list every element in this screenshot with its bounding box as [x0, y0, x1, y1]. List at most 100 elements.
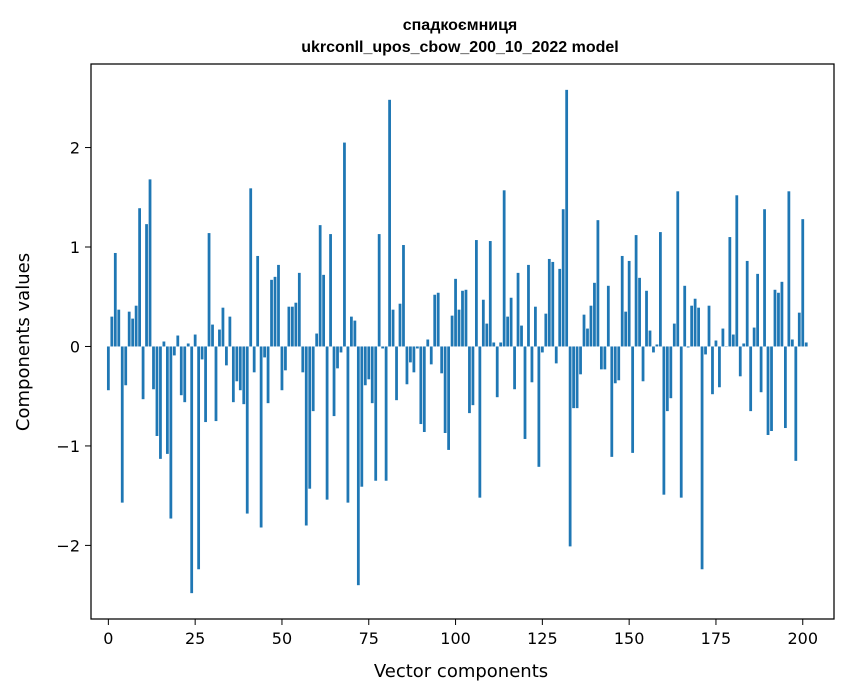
bar-10 — [141, 346, 145, 400]
bar-167 — [686, 346, 690, 348]
bar-11 — [145, 224, 148, 347]
bar-49 — [277, 264, 280, 347]
bar-158 — [655, 344, 659, 347]
bar-21 — [179, 346, 183, 396]
bar-131 — [561, 209, 565, 347]
bar-191 — [770, 346, 773, 432]
bar-163 — [672, 323, 676, 347]
bar-145 — [610, 346, 614, 457]
bar-19 — [172, 346, 176, 356]
axis-ticks: 0 25 50 75 100 125 150 175 200 −2 −1 0 1 2 — [56, 139, 818, 648]
bar-66 — [336, 346, 339, 369]
bar-64 — [329, 234, 332, 347]
bar-68 — [343, 142, 346, 347]
bar-118 — [516, 272, 520, 347]
bar-156 — [648, 330, 652, 347]
bar-83 — [395, 346, 398, 401]
x-tick-label-25: 25 — [185, 629, 205, 648]
bar-4 — [120, 346, 124, 503]
bar-121 — [527, 264, 530, 347]
bar-172 — [704, 346, 707, 355]
bar-169 — [693, 298, 697, 347]
bar-153 — [638, 277, 641, 347]
x-tick-label-0: 0 — [103, 629, 113, 648]
bar-189 — [763, 209, 766, 347]
bar-157 — [652, 346, 655, 353]
bar-67 — [339, 346, 343, 353]
bar-90 — [419, 346, 423, 425]
bar-161 — [665, 346, 669, 412]
bar-98 — [447, 346, 450, 450]
bar-35 — [228, 316, 232, 347]
bar-30 — [211, 324, 214, 347]
bar-22 — [183, 346, 187, 403]
bar-7 — [131, 318, 135, 347]
bar-88 — [412, 346, 416, 373]
bar-148 — [620, 255, 624, 347]
bar-171 — [700, 346, 704, 570]
bar-23 — [186, 343, 190, 347]
bar-94 — [433, 294, 437, 347]
bar-127 — [547, 258, 551, 347]
bar-201 — [804, 342, 808, 347]
bar-8 — [134, 305, 138, 347]
bar-50 — [280, 346, 284, 391]
bar-147 — [617, 346, 621, 381]
bar-140 — [593, 282, 596, 347]
bar-1 — [110, 316, 114, 347]
bar-96 — [440, 346, 444, 374]
bar-170 — [697, 307, 700, 347]
bar-0 — [106, 346, 110, 391]
bar-132 — [565, 89, 569, 347]
x-tick-label-50: 50 — [272, 629, 292, 648]
bar-41 — [249, 188, 253, 347]
bar-183 — [742, 343, 746, 347]
bar-39 — [242, 346, 246, 405]
bar-110 — [488, 241, 492, 347]
bar-36 — [231, 346, 235, 403]
bar-92 — [426, 339, 430, 347]
bar-129 — [554, 346, 558, 364]
bar-28 — [204, 346, 207, 423]
bar-14 — [155, 346, 159, 436]
bar-135 — [575, 346, 579, 409]
bar-138 — [586, 328, 589, 347]
bar-54 — [294, 302, 298, 347]
bar-93 — [429, 346, 433, 365]
bar-32 — [218, 329, 221, 347]
y-tick-label-4: 2 — [70, 139, 80, 158]
bar-164 — [676, 191, 680, 347]
x-axis-label: Vector components — [374, 661, 548, 682]
bar-174 — [711, 346, 714, 395]
bar-159 — [659, 232, 662, 347]
bar-188 — [759, 346, 763, 393]
bar-136 — [579, 346, 582, 375]
bar-76 — [370, 346, 374, 404]
bar-141 — [596, 220, 600, 347]
bar-25 — [193, 334, 197, 347]
bar-116 — [509, 297, 513, 347]
bar-13 — [152, 346, 155, 390]
bar-series — [106, 89, 808, 594]
bar-89 — [415, 346, 419, 349]
bar-37 — [235, 346, 239, 382]
bar-47 — [270, 279, 273, 347]
y-tick-label-2: 0 — [70, 337, 80, 356]
bar-119 — [520, 325, 523, 347]
bar-61 — [318, 225, 322, 347]
bar-52 — [287, 306, 291, 347]
bar-112 — [495, 346, 499, 398]
bar-149 — [624, 311, 628, 347]
bar-185 — [749, 346, 753, 412]
bar-24 — [190, 346, 194, 594]
x-tick-label-175: 175 — [701, 629, 732, 648]
bar-173 — [707, 305, 711, 347]
bar-91 — [422, 346, 426, 433]
bar-130 — [558, 268, 562, 347]
x-tick-label-100: 100 — [440, 629, 471, 648]
bar-162 — [669, 346, 673, 399]
y-axis-label: Components values — [13, 253, 34, 431]
bar-58 — [308, 346, 312, 489]
bar-69 — [346, 346, 350, 503]
bar-63 — [325, 346, 329, 500]
